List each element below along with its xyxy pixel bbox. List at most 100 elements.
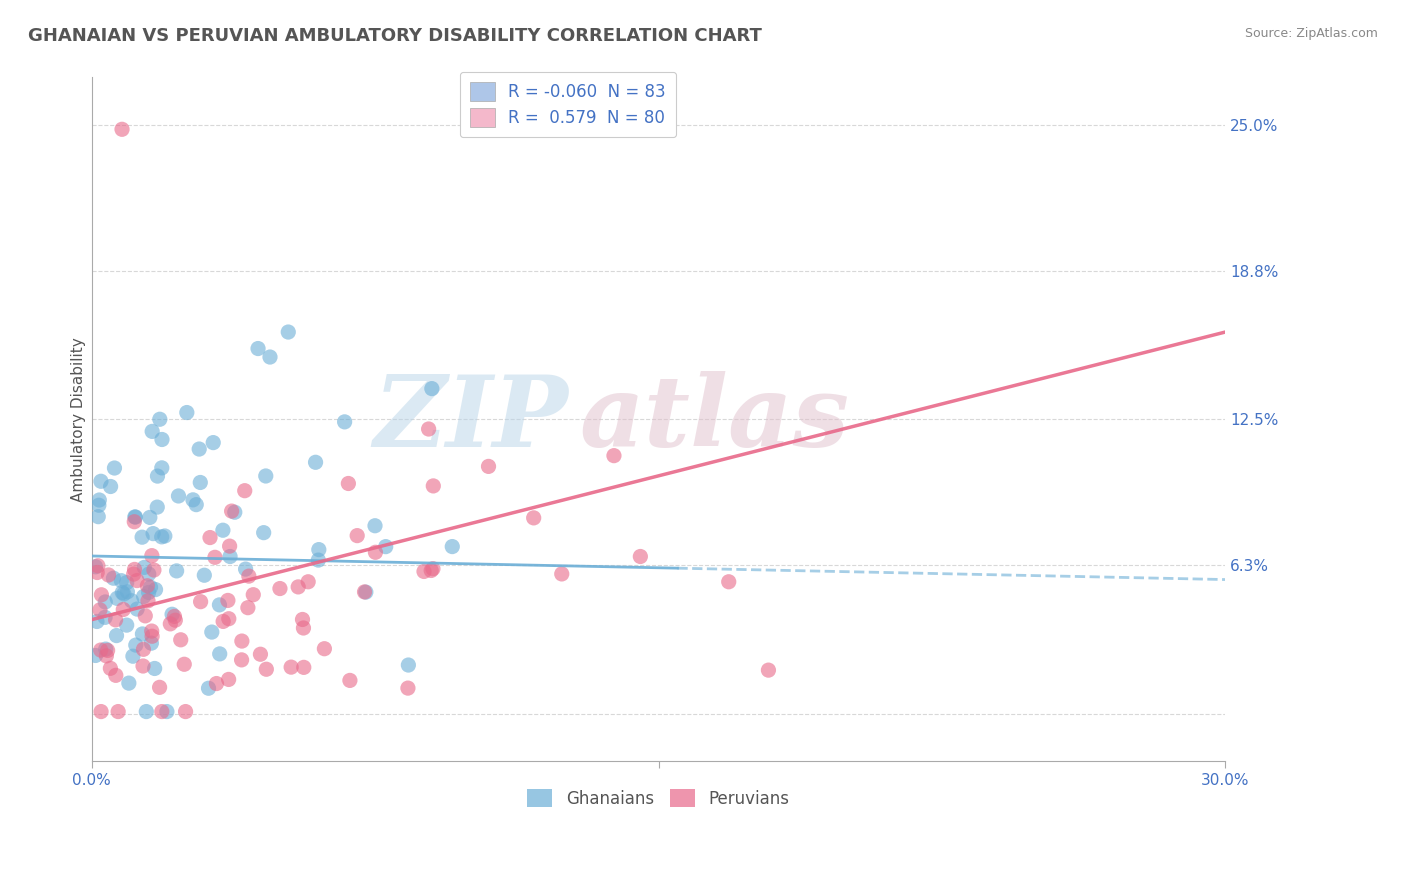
Text: ZIP: ZIP <box>373 371 568 467</box>
Point <box>146 500 169 515</box>
Point <box>107 705 129 719</box>
Text: atlas: atlas <box>579 371 849 467</box>
Point <box>115 575 138 590</box>
Point <box>235 562 257 576</box>
Point <box>176 405 198 419</box>
Point <box>115 618 138 632</box>
Point <box>242 588 264 602</box>
Point <box>124 562 146 576</box>
Point <box>141 425 163 439</box>
Point <box>105 629 128 643</box>
Point <box>292 660 315 674</box>
Point <box>238 569 260 583</box>
Point <box>141 636 163 650</box>
Point <box>150 461 173 475</box>
Point <box>90 705 112 719</box>
Point <box>90 588 112 602</box>
Point <box>103 571 125 585</box>
Point <box>145 582 167 597</box>
Point <box>90 475 112 489</box>
Point <box>153 529 176 543</box>
Point <box>197 681 219 696</box>
Point <box>142 563 165 577</box>
Point <box>308 542 330 557</box>
Point <box>94 610 117 624</box>
Point <box>221 504 243 518</box>
Point <box>304 455 326 469</box>
Point <box>87 509 110 524</box>
Point <box>364 518 387 533</box>
Point <box>188 475 211 490</box>
Point <box>132 642 155 657</box>
Point <box>354 585 377 599</box>
Point <box>277 325 299 339</box>
Point <box>208 598 231 612</box>
Point <box>269 582 291 596</box>
Point <box>167 489 190 503</box>
Point <box>198 531 221 545</box>
Point <box>138 585 160 599</box>
Point <box>420 382 443 396</box>
Point <box>364 545 387 559</box>
Point <box>149 681 172 695</box>
Point <box>204 550 226 565</box>
Point <box>139 580 162 594</box>
Point <box>141 629 163 643</box>
Point <box>94 595 117 609</box>
Point <box>132 659 155 673</box>
Point <box>159 616 181 631</box>
Point <box>287 580 309 594</box>
Point <box>396 658 419 673</box>
Point <box>87 558 110 573</box>
Point <box>160 607 183 622</box>
Point <box>170 632 193 647</box>
Point <box>201 625 224 640</box>
Point <box>103 461 125 475</box>
Point <box>396 681 419 695</box>
Point <box>163 609 186 624</box>
Point <box>142 526 165 541</box>
Point <box>127 602 149 616</box>
Point <box>141 624 163 638</box>
Point <box>122 649 145 664</box>
Point <box>87 498 110 512</box>
Point <box>231 634 253 648</box>
Point <box>134 560 156 574</box>
Point <box>89 493 111 508</box>
Point <box>86 615 108 629</box>
Point <box>259 350 281 364</box>
Point <box>422 562 444 576</box>
Point <box>297 574 319 589</box>
Point <box>353 585 375 599</box>
Point <box>104 613 127 627</box>
Point <box>124 515 146 529</box>
Point <box>208 647 231 661</box>
Point <box>97 643 120 657</box>
Point <box>219 549 242 564</box>
Point <box>156 705 179 719</box>
Point <box>186 498 208 512</box>
Point <box>131 530 153 544</box>
Point <box>117 584 139 599</box>
Point <box>413 565 436 579</box>
Point <box>188 442 211 456</box>
Point <box>190 595 212 609</box>
Point <box>125 638 148 652</box>
Point <box>193 568 215 582</box>
Point <box>218 539 240 553</box>
Point <box>104 668 127 682</box>
Point <box>218 673 240 687</box>
Point <box>132 590 155 604</box>
Point <box>418 422 440 436</box>
Point <box>254 469 277 483</box>
Point <box>224 505 246 519</box>
Point <box>165 613 187 627</box>
Point <box>105 591 128 606</box>
Point <box>136 579 159 593</box>
Point <box>118 676 141 690</box>
Point <box>112 602 135 616</box>
Point <box>212 615 235 629</box>
Point <box>139 510 162 524</box>
Point <box>307 553 329 567</box>
Point <box>202 435 225 450</box>
